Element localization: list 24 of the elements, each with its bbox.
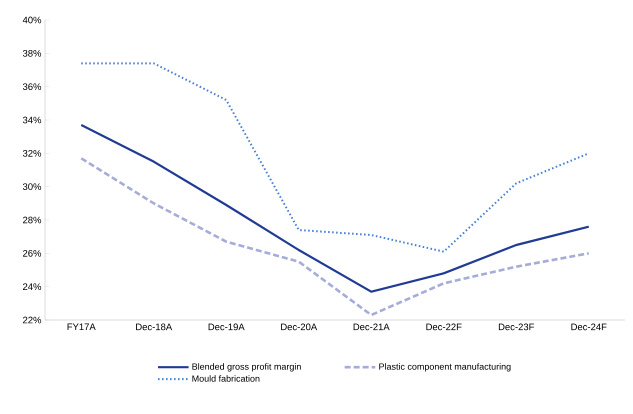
x-tick-label: FY17A [68,324,96,330]
x-tick-label: Dec-18A [136,324,172,330]
x-tick-label: Dec-21A [354,324,390,330]
line-series [80,124,590,293]
legend-label: Plastic component manufacturing [379,363,511,372]
x-tick-label: Dec-24F [571,324,607,330]
y-tick-label: 30% [22,183,42,190]
line-series [80,62,590,253]
y-tick-label: 34% [22,116,42,124]
y-tick-label: 36% [22,83,42,90]
x-tick-label: Dec-19A [208,324,245,330]
x-tick-label: Dec-20A [281,324,318,330]
y-tick-label: 38% [22,50,42,57]
y-tick-label: 22% [23,316,42,324]
legend-label: Mould fabrication [192,375,260,382]
line-series [80,157,590,316]
y-tick-label: 24% [23,283,42,290]
y-tick-label: 26% [23,250,42,257]
y-tick-label: 40% [22,16,42,24]
y-tick-label: 32% [22,150,42,157]
legend-label: Blended gross profit margin [192,363,301,372]
y-tick-label: 28% [23,216,42,224]
x-tick-label: Dec-22F [426,324,462,330]
x-tick-label: Dec-23F [498,324,534,330]
